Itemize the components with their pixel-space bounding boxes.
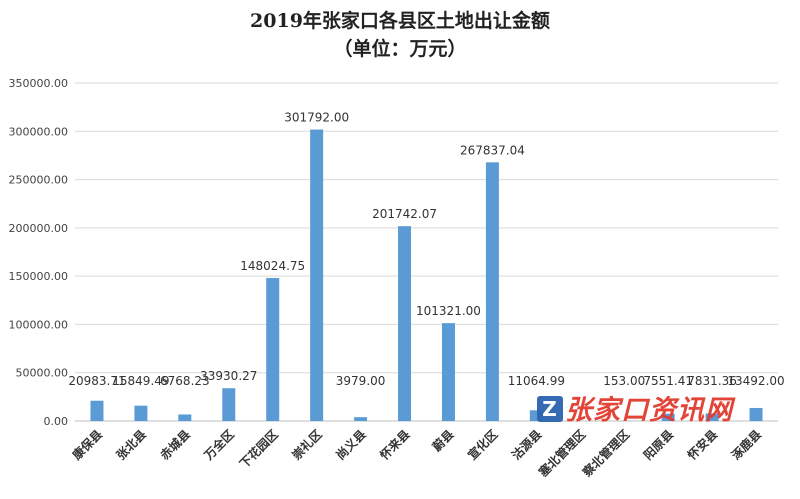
bar [310,129,324,421]
x-tick-label: 沽源县 [508,427,544,463]
bar [354,417,368,421]
bar [661,413,675,421]
data-label: 7831.36 [687,374,737,388]
bar [134,405,148,421]
data-label: 11064.99 [508,374,565,388]
x-tick-label: 崇礼区 [289,427,325,463]
watermark-logo: Z 张家口资讯网 [537,388,733,427]
x-tick-label: 康保县 [69,427,105,463]
bar [90,400,104,421]
chart-subtitle: （单位：万元） [333,38,467,60]
bar [705,413,719,421]
y-tick-label: 200000.00 [9,222,69,235]
y-tick-label: 50000.00 [16,367,69,380]
x-tick-label: 万全区 [200,427,237,464]
y-tick-label: 150000.00 [9,270,69,283]
data-label: 267837.04 [460,143,525,157]
data-label: 301792.00 [284,111,349,125]
bar [485,162,499,421]
y-tick-label: 250000.00 [9,174,69,187]
bar [222,388,236,421]
y-tick-label: 300000.00 [9,125,69,138]
y-tick-label: 350000.00 [9,77,69,90]
bar [266,278,280,421]
data-label: 15849.49 [112,374,169,388]
y-tick-label: 100000.00 [9,318,69,331]
x-tick-label: 蔚县 [429,427,457,455]
x-tick-label: 下花园区 [236,427,281,472]
data-label: 201742.07 [372,207,437,221]
x-tick-label: 宣化区 [464,427,500,463]
chart-title: 2019年张家口各县区土地出让金额 [250,10,550,32]
data-label: 7551.41 [643,374,693,388]
bar [529,410,543,421]
data-label: 3979.00 [336,374,386,388]
bar [441,323,455,421]
x-tick-label: 尚义县 [333,427,369,463]
x-tick-label: 怀来县 [377,427,413,463]
bar [749,407,763,421]
x-tick-label: 涿鹿县 [728,427,764,463]
x-tick-label: 察北管理区 [579,427,632,480]
x-tick-label: 阳原县 [640,427,676,463]
bar [178,414,192,421]
data-label: 153.00 [603,374,645,388]
data-label: 20983.71 [68,374,125,388]
data-label: 101321.00 [416,304,481,318]
watermark-badge-icon: Z [537,396,563,422]
data-label: 33930.27 [200,369,257,383]
data-label: 13492.00 [727,374,784,388]
y-tick-label: 0.00 [44,415,69,428]
x-tick-label: 怀安县 [684,427,720,463]
watermark-text: 张家口资讯网 [565,395,733,426]
data-label: 6768.23 [160,374,210,388]
data-label: 148024.75 [240,259,305,273]
x-tick-label: 张北县 [113,427,149,463]
bar [398,226,412,421]
x-tick-label: 塞北管理区 [535,427,588,480]
x-tick-label: 赤城县 [157,427,193,463]
